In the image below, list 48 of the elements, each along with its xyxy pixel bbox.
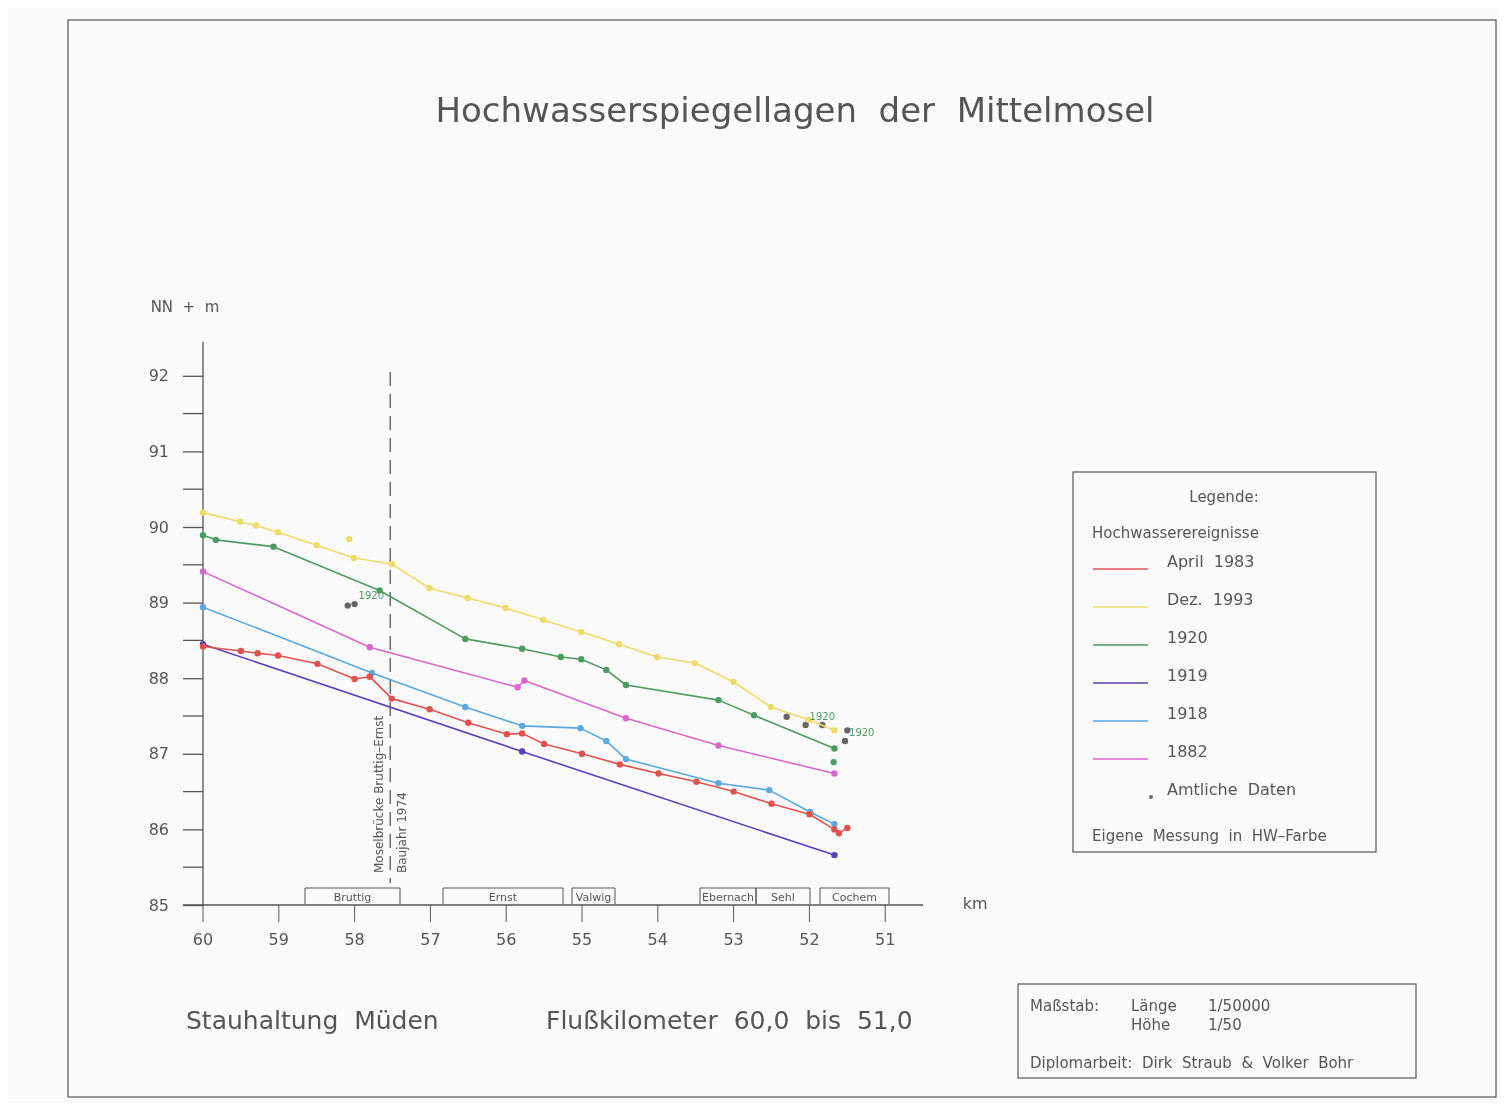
annotation: Ernst: [488, 891, 518, 904]
chart-title: Hochwasserspiegellagen der Mittelmosel: [435, 90, 1155, 130]
annotation: Valwig: [575, 891, 612, 904]
legend-title: Legende:: [1189, 488, 1259, 506]
legend-label: 1919: [1167, 666, 1208, 685]
y-tick-label: 91: [148, 442, 169, 462]
y-tick-label: 87: [148, 744, 169, 764]
annotation: Cochem: [832, 891, 877, 904]
x-tick-label: 55: [571, 930, 593, 949]
text: 1/50: [1208, 1016, 1242, 1034]
ref-line-label: Moselbrücke Bruttig–Ernst Baujahr 1974: [372, 715, 410, 873]
legend-label: April 1983: [1167, 552, 1255, 571]
text: Höhe: [1131, 1016, 1171, 1034]
x-tick-label: 58: [344, 930, 365, 949]
annotation: 1920: [849, 726, 875, 738]
x-tick-label: 52: [799, 930, 820, 949]
legend-label: 1918: [1167, 704, 1208, 723]
text: Stauhaltung Müden: [186, 1006, 439, 1035]
text: Eigene Messung in HW–Farbe: [1092, 827, 1327, 845]
legend-label: Dez. 1993: [1167, 590, 1254, 609]
y-tick-label: 88: [148, 668, 169, 688]
x-tick-label: 54: [647, 930, 668, 949]
y-tick-label: 89: [148, 593, 169, 613]
y-tick-label: 85: [148, 895, 169, 915]
text: Hochwasserereignisse: [1092, 524, 1259, 542]
x-tick-label: 59: [268, 930, 289, 949]
text: Flußkilometer 60,0 bis 51,0: [546, 1006, 913, 1035]
x-axis-title: km: [962, 894, 988, 913]
x-tick-label: 51: [875, 930, 896, 949]
text: 1/50000: [1208, 997, 1271, 1015]
y-tick-label: 86: [148, 820, 169, 840]
text: Amtliche Daten: [1167, 780, 1297, 799]
text: Diplomarbeit: Dirk Straub & Volker Bohr: [1030, 1054, 1355, 1072]
annotation: Ebernach: [702, 891, 754, 904]
x-tick-label: 56: [496, 930, 517, 949]
y-tick-label: 92: [148, 366, 169, 386]
legend-label: 1882: [1167, 742, 1208, 761]
y-axis-title: NN + m: [150, 297, 220, 316]
annotation: 1920: [809, 711, 836, 723]
x-tick-label: 53: [723, 930, 744, 949]
x-tick-label: 57: [420, 930, 441, 949]
legend-label: 1920: [1167, 628, 1208, 647]
x-tick-label: 60: [192, 930, 214, 949]
y-tick-label: 90: [148, 517, 169, 537]
text: Länge: [1131, 997, 1177, 1015]
text: Maßstab:: [1030, 997, 1100, 1015]
annotation: Bruttig: [333, 891, 372, 904]
annotation: Sehl: [771, 891, 795, 904]
